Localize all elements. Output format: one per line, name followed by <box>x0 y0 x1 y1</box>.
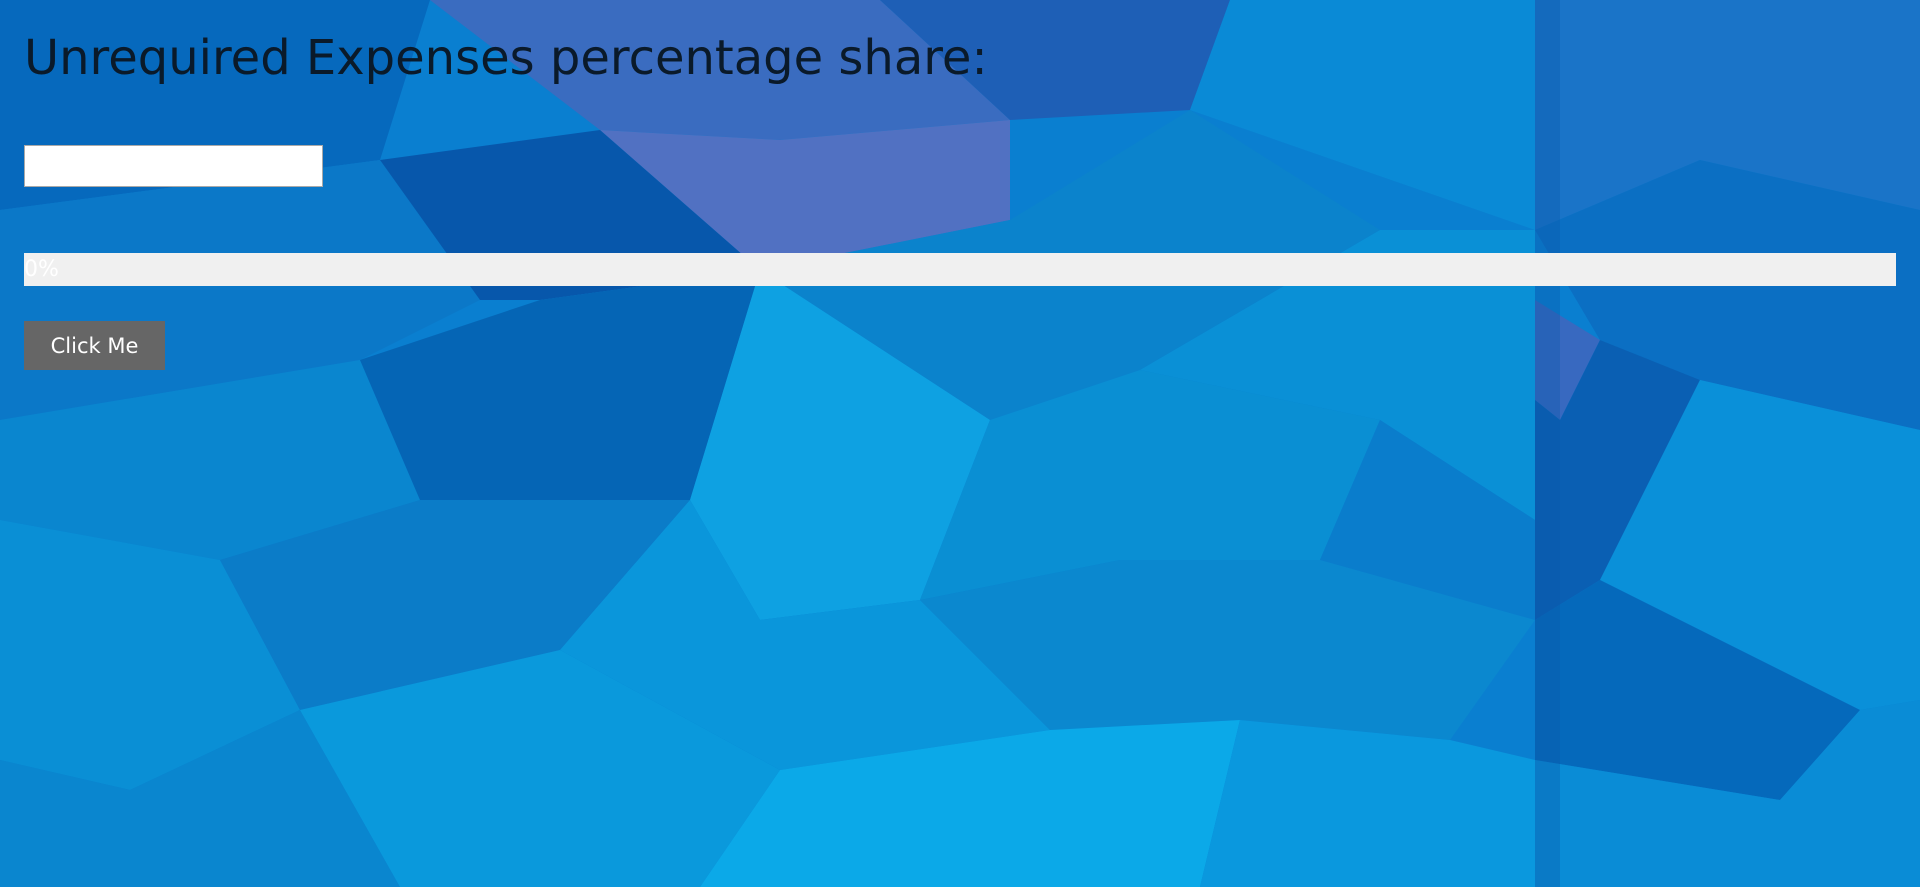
progress-label: 0% <box>24 257 59 282</box>
expense-input[interactable] <box>24 145 323 187</box>
click-me-button[interactable]: Click Me <box>24 321 165 370</box>
page-title: Unrequired Expenses percentage share: <box>24 30 988 86</box>
progress-bar: 0% <box>24 253 1896 286</box>
